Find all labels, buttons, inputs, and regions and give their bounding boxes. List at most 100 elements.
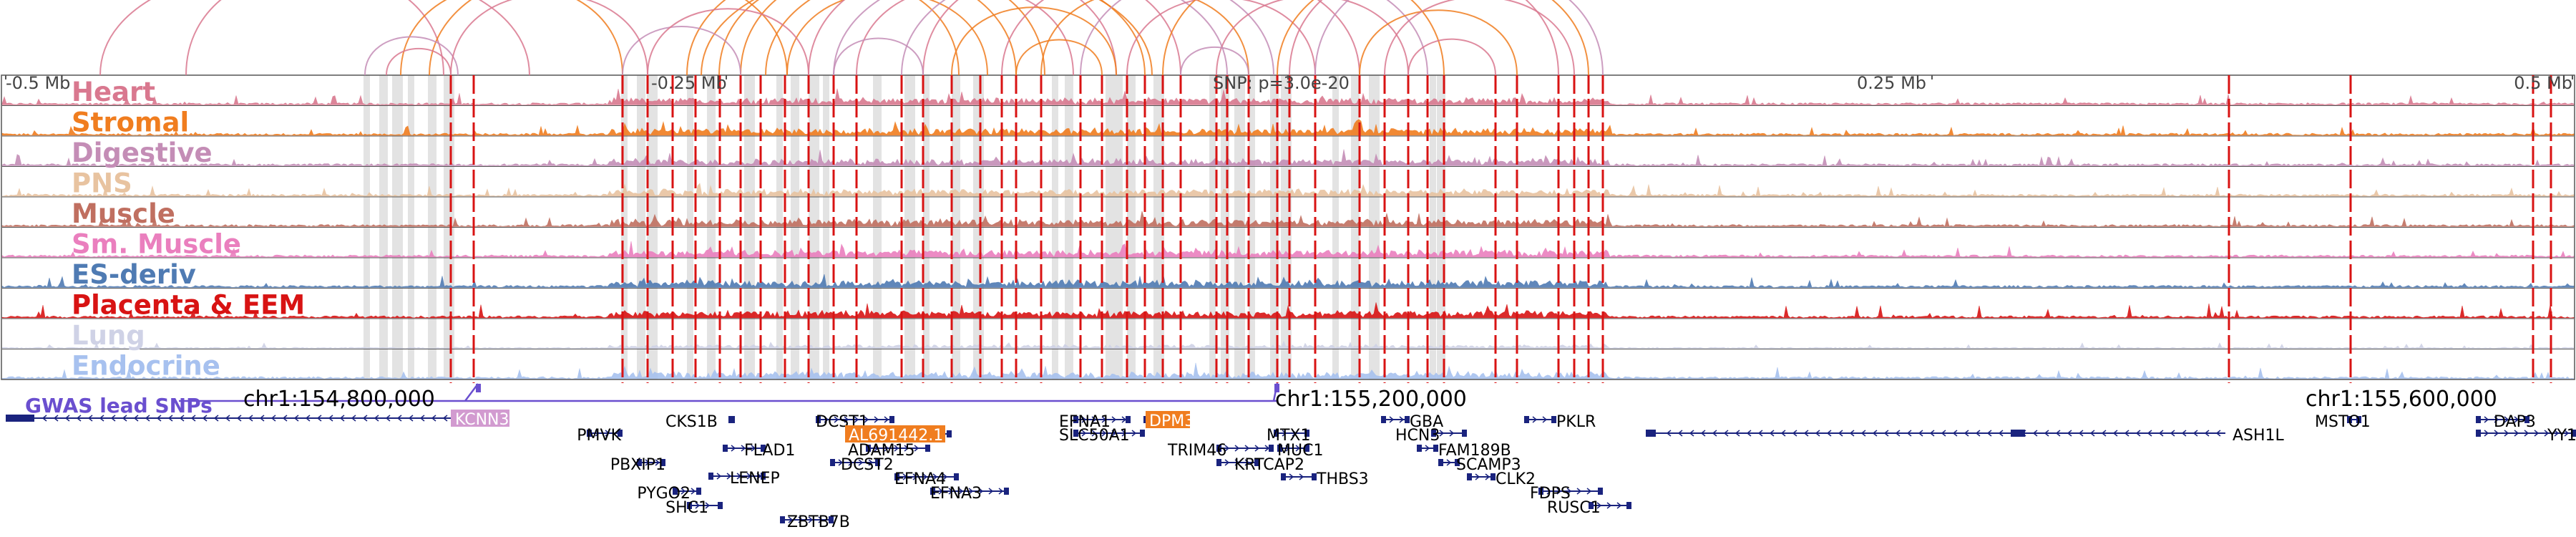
gene-efna3[interactable]: EFNA3 bbox=[930, 485, 1009, 503]
gene-label[interactable]: CLK2 bbox=[1496, 470, 1536, 488]
gene-label[interactable]: DCST2 bbox=[841, 456, 894, 474]
gene-label[interactable]: MTX1 bbox=[1267, 427, 1311, 445]
gene-slc50a1[interactable]: SLC50A1 bbox=[1059, 427, 1145, 445]
gene-rusc1[interactable]: RUSC1 bbox=[1547, 499, 1631, 517]
gene-label[interactable]: GBA bbox=[1410, 413, 1443, 431]
gene-dpm3[interactable]: DPM3 bbox=[1143, 411, 1194, 430]
gene-label[interactable]: PYGO2 bbox=[637, 485, 691, 503]
strand-arrow bbox=[2494, 416, 2499, 423]
gene-trim46[interactable]: TRIM46 bbox=[1167, 442, 1274, 460]
track-label: PNS bbox=[72, 168, 132, 199]
gene-label[interactable]: SHC1 bbox=[665, 499, 708, 517]
gene-label[interactable]: FDPS bbox=[1530, 485, 1571, 503]
gene-label[interactable]: FAM189B bbox=[1438, 442, 1511, 460]
gene-label[interactable]: AL691442.1 bbox=[849, 427, 943, 445]
gene-shc1[interactable]: SHC1 bbox=[665, 499, 723, 517]
gene-label[interactable]: DPM3 bbox=[1149, 412, 1194, 430]
gene-pklr[interactable]: PKLR bbox=[1524, 413, 1596, 431]
strand-arrow bbox=[110, 415, 116, 422]
gene-zbtb7b[interactable]: ZBTB7B bbox=[780, 513, 850, 531]
gwas-snp-marker[interactable] bbox=[476, 384, 481, 392]
loop-arc bbox=[1359, 9, 1518, 76]
strand-arrow bbox=[1666, 430, 1672, 437]
strand-arrow bbox=[42, 415, 47, 422]
gene-flad1[interactable]: FLAD1 bbox=[723, 442, 795, 460]
gene-gba[interactable]: GBA bbox=[1381, 413, 1443, 431]
gene-label[interactable]: ZBTB7B bbox=[787, 513, 850, 531]
gene-exon bbox=[1254, 459, 1259, 466]
strand-arrow bbox=[225, 415, 230, 422]
loop-arc bbox=[686, 0, 1017, 76]
gene-mtx1[interactable]: MTX1 bbox=[1267, 427, 1311, 445]
gene-label[interactable]: FLAD1 bbox=[744, 442, 795, 460]
axis-tick-label: 0.25 Mb bbox=[1857, 73, 1926, 93]
gene-exon bbox=[1598, 488, 1603, 495]
gene-dap3[interactable]: DAP3 bbox=[2476, 413, 2536, 431]
strand-arrow bbox=[374, 415, 379, 422]
gene-pygo2[interactable]: PYGO2 bbox=[637, 485, 701, 503]
track-placenta-eem bbox=[1, 302, 2575, 319]
gene-efna4[interactable]: EFNA4 bbox=[894, 470, 959, 488]
gene-label[interactable]: SLC50A1 bbox=[1059, 427, 1130, 445]
gene-label[interactable]: DAP3 bbox=[2494, 413, 2536, 431]
loop-arc bbox=[1126, 0, 1316, 76]
loop-arc bbox=[647, 8, 809, 76]
strand-arrow bbox=[998, 488, 1004, 495]
gene-exon bbox=[925, 445, 930, 452]
strand-arrow bbox=[1121, 416, 1127, 423]
gene-label[interactable]: KRTCAP2 bbox=[1234, 456, 1304, 474]
gwas-snp-marker[interactable] bbox=[1274, 384, 1279, 392]
gene-label[interactable]: EFNA1 bbox=[1059, 413, 1111, 431]
gene-label[interactable]: PBXIP1 bbox=[610, 456, 665, 474]
gene-label[interactable]: TRIM46 bbox=[1167, 442, 1226, 460]
gene-label[interactable]: EFNA4 bbox=[894, 470, 946, 488]
gene-ash1l[interactable]: ASH1L bbox=[1646, 427, 2285, 445]
strand-arrow bbox=[419, 415, 425, 422]
gene-label[interactable]: PMVK bbox=[577, 427, 621, 445]
gene-label[interactable]: YY1AP1 bbox=[2547, 427, 2576, 445]
gene-muc1[interactable]: MUC1 bbox=[1277, 442, 1323, 460]
gene-lenep[interactable]: LENEP bbox=[708, 470, 780, 488]
strand-arrow bbox=[339, 415, 345, 422]
strand-arrow bbox=[385, 415, 391, 422]
gene-label[interactable]: ADAM15 bbox=[848, 442, 915, 460]
strand-arrow bbox=[156, 415, 162, 422]
gene-label[interactable]: MUC1 bbox=[1277, 442, 1323, 460]
loop-arc bbox=[901, 0, 1274, 76]
gene-label[interactable]: RUSC1 bbox=[1547, 499, 1601, 517]
gene-label[interactable]: SCAMP3 bbox=[1456, 456, 1521, 474]
gene-yy1ap1[interactable]: YY1AP1 bbox=[2476, 427, 2576, 445]
gene-label[interactable]: THBS3 bbox=[1316, 470, 1369, 488]
gene-dcst2[interactable]: DCST2 bbox=[830, 456, 894, 474]
gene-label[interactable]: HCN3 bbox=[1395, 427, 1440, 445]
strand-arrow bbox=[874, 416, 879, 423]
gene-adam15[interactable]: ADAM15 bbox=[848, 442, 930, 460]
gene-label[interactable]: LENEP bbox=[730, 470, 780, 488]
gene-fdps[interactable]: FDPS bbox=[1530, 485, 1603, 503]
gene-hcn3[interactable]: HCN3 bbox=[1395, 427, 1467, 445]
strand-arrow bbox=[2524, 430, 2529, 437]
gene-fam189b[interactable]: FAM189B bbox=[1417, 442, 1511, 460]
gene-label[interactable]: EFNA3 bbox=[930, 485, 982, 503]
gene-cks1b[interactable]: CKS1B bbox=[665, 413, 735, 431]
strand-arrow bbox=[1803, 430, 1809, 437]
gene-label[interactable]: KCNN3 bbox=[455, 411, 509, 429]
gene-pmvk[interactable]: PMVK bbox=[577, 427, 623, 445]
loop-arc bbox=[786, 0, 988, 76]
gene-krtcap2[interactable]: KRTCAP2 bbox=[1216, 456, 1304, 474]
gene-label[interactable]: ASH1L bbox=[2233, 427, 2285, 445]
gene-efna1[interactable]: EFNA1 bbox=[1059, 413, 1131, 431]
gene-label[interactable]: MSTO1 bbox=[2315, 413, 2371, 431]
strand-arrow bbox=[1849, 430, 1855, 437]
gene-label[interactable]: CKS1B bbox=[665, 413, 718, 431]
gene-scamp3[interactable]: SCAMP3 bbox=[1438, 456, 1521, 474]
gene-kcnn3[interactable]: KCNN3 bbox=[6, 410, 509, 429]
gene-msto1[interactable]: MSTO1 bbox=[2315, 413, 2371, 431]
gene-exon bbox=[1140, 430, 1145, 437]
gene-clk2[interactable]: CLK2 bbox=[1467, 470, 1536, 488]
gene-thbs3[interactable]: THBS3 bbox=[1281, 470, 1369, 488]
gene-al691442-1[interactable]: AL691442.1 bbox=[845, 425, 952, 445]
strand-arrow bbox=[824, 416, 829, 423]
gene-pbxip1[interactable]: PBXIP1 bbox=[610, 456, 665, 474]
gene-label[interactable]: PKLR bbox=[1556, 413, 1596, 431]
